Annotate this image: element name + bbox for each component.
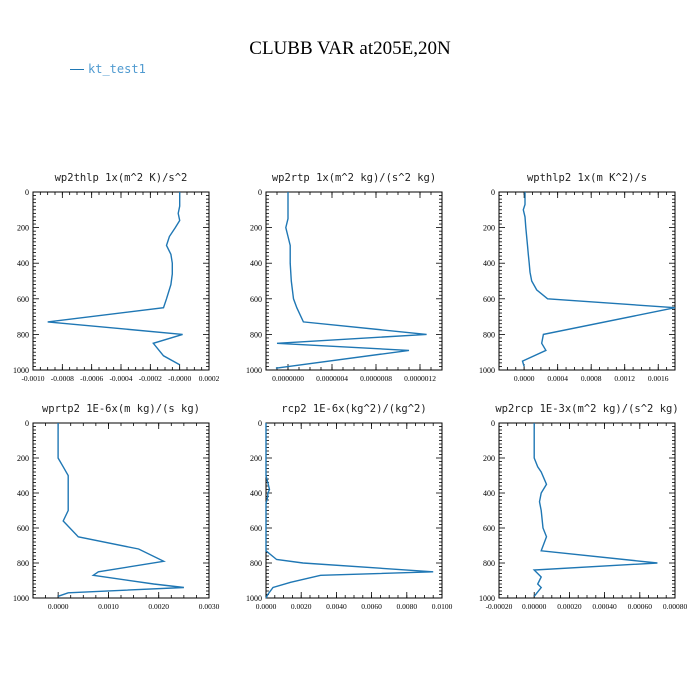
y-tick-label: 800	[17, 330, 29, 339]
y-tick-label: 1000	[13, 366, 29, 375]
y-tick-label: 1000	[479, 594, 495, 603]
legend: kt_test1	[70, 62, 146, 76]
y-tick-label: 400	[483, 489, 495, 498]
x-tick-label: -0.0006	[80, 374, 103, 383]
y-tick-label: 600	[250, 295, 262, 304]
x-tick-label: -0.0010	[21, 374, 44, 383]
y-tick-label: 0	[25, 419, 29, 428]
x-tick-label: 0.0012	[614, 374, 635, 383]
x-tick-label: 0.0000012	[404, 374, 436, 383]
panel-title: wpthlp2 1x(m K^2)/s	[527, 172, 647, 184]
y-tick-label: 800	[483, 559, 495, 568]
series-line	[47, 192, 183, 366]
x-tick-label: 0.00080	[663, 602, 688, 611]
x-tick-label: 0.0008	[581, 374, 602, 383]
y-tick-label: 800	[483, 330, 495, 339]
y-tick-label: 400	[483, 259, 495, 268]
y-tick-label: 200	[483, 224, 495, 233]
y-tick-label: 200	[250, 454, 262, 463]
x-tick-label: -0.0002	[139, 374, 162, 383]
chart-panel-6: wp2rcp 1E-3x(m^2 kg)/(s^2 kg)0 200 400 600 8…	[479, 403, 687, 611]
plot-frame	[498, 422, 676, 599]
chart-panel-3: wpthlp2 1x(m K^2)/s 0 200 400 600 800 1000 0.00…	[479, 172, 676, 383]
panel-title: wp2thlp 1x(m^2 K)/s^2	[55, 172, 188, 184]
x-tick-label: 0.0000000	[272, 374, 304, 383]
panel-title: wp2rcp 1E-3x(m^2 kg)/(s^2 kg)	[495, 403, 678, 415]
x-tick-label: 0.00060	[628, 602, 653, 611]
figure-title: CLUBB VAR at205E,20N	[249, 38, 451, 59]
x-tick-label: 0.0000008	[360, 374, 392, 383]
y-tick-label: 1000	[13, 594, 29, 603]
y-tick-label: 600	[483, 295, 495, 304]
series-line	[275, 192, 427, 369]
chart-panel-4: wprtp2 1E-6x(m kg)/(s kg) 0 200 400 600 800 10…	[13, 403, 220, 611]
x-tick-label: -0.0008	[51, 374, 74, 383]
series-line	[532, 423, 658, 597]
x-tick-label: 0.0004	[547, 374, 568, 383]
x-tick-label: 0.0000	[256, 602, 277, 611]
y-tick-label: 200	[17, 454, 29, 463]
x-tick-label: 0.0030	[199, 602, 220, 611]
y-tick-label: 0	[491, 419, 495, 428]
x-tick-label: 0.0080	[396, 602, 417, 611]
y-tick-label: 0	[258, 188, 262, 197]
panel-title: rcp2 1E-6x(kg^2)/(kg^2)	[281, 403, 426, 415]
y-tick-label: 800	[250, 559, 262, 568]
y-tick-label: 0	[25, 188, 29, 197]
y-tick-label: 0	[491, 188, 495, 197]
legend-swatch	[70, 68, 84, 70]
y-tick-label: 0	[258, 419, 262, 428]
plot-frame	[32, 422, 210, 599]
y-tick-label: 1000	[246, 594, 262, 603]
y-tick-label: 200	[483, 454, 495, 463]
y-tick-label: 1000	[246, 366, 262, 375]
series-line	[265, 423, 434, 599]
panel-title: wp2rtp 1x(m^2 kg)/(s^2 kg)	[272, 172, 436, 184]
plot-frame	[32, 191, 210, 371]
x-tick-label: 0.0040	[326, 602, 347, 611]
y-tick-label: 200	[17, 224, 29, 233]
y-tick-label: 400	[250, 489, 262, 498]
x-tick-label: 0.0000004	[316, 374, 348, 383]
legend-label: kt_test1	[88, 62, 146, 76]
y-tick-label: 600	[250, 524, 262, 533]
x-tick-label: 0.0020	[291, 602, 312, 611]
y-tick-label: 600	[483, 524, 495, 533]
x-tick-label: 0.0100	[432, 602, 453, 611]
x-tick-label: 0.0060	[361, 602, 382, 611]
y-tick-label: 800	[17, 559, 29, 568]
y-tick-label: 1000	[479, 366, 495, 375]
y-tick-label: 400	[17, 259, 29, 268]
chart-panel-2: wp2rtp 1x(m^2 kg)/(s^2 kg) 0 200 400 600 800 1…	[246, 172, 443, 383]
chart-panel-1: wp2thlp 1x(m^2 K)/s^202004006008001000-0…	[13, 172, 220, 383]
x-tick-label: 0.0016	[648, 374, 669, 383]
x-tick-label: -0.0004	[109, 374, 132, 383]
x-tick-label: 0.0010	[98, 602, 119, 611]
series-line	[521, 192, 676, 367]
y-tick-label: 600	[17, 295, 29, 304]
plot-frame	[265, 191, 443, 371]
series-line	[57, 423, 184, 597]
x-tick-label: 0.00040	[592, 602, 617, 611]
panel-title: wprtp2 1E-6x(m kg)/(s kg)	[42, 403, 200, 415]
chart-panel-5: rcp2 1E-6x(kg^2)/(kg^2) 0 200 400 600 800 1000…	[246, 403, 453, 611]
x-tick-label: 0.00020	[557, 602, 582, 611]
x-tick-label: 0.0002	[199, 374, 220, 383]
y-tick-label: 200	[250, 224, 262, 233]
y-tick-label: 400	[250, 259, 262, 268]
x-tick-label: -0.0000	[168, 374, 191, 383]
x-tick-label: -0.00020	[486, 602, 513, 611]
y-tick-label: 800	[250, 330, 262, 339]
y-tick-label: 600	[17, 524, 29, 533]
x-tick-label: 0.0000	[48, 602, 69, 611]
x-tick-label: 0.00000	[522, 602, 547, 611]
x-tick-label: 0.0000	[514, 374, 535, 383]
y-tick-label: 400	[17, 489, 29, 498]
x-tick-label: 0.0020	[148, 602, 169, 611]
